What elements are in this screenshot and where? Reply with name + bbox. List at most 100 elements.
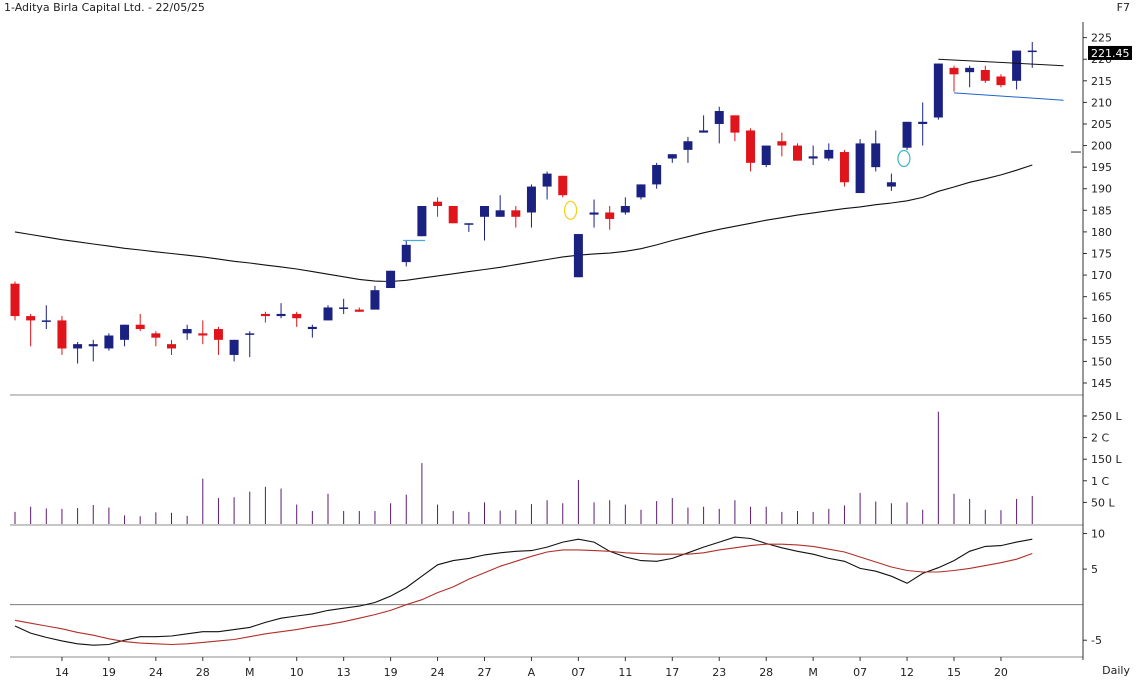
date-tick-label: 17 xyxy=(665,666,679,679)
price-tick-label: 200 xyxy=(1091,140,1112,153)
candle-body xyxy=(902,121,912,148)
volume-tick-label: 150 L xyxy=(1091,453,1122,466)
candle-body xyxy=(73,344,83,349)
date-tick-label: 14 xyxy=(55,666,69,679)
candle-body xyxy=(839,152,849,183)
candle-body xyxy=(824,149,834,159)
price-tick-label: 145 xyxy=(1091,377,1112,390)
date-tick-label: 07 xyxy=(853,666,867,679)
candle-body xyxy=(730,115,740,133)
price-tick-label: 150 xyxy=(1091,355,1112,368)
axis-layer: 1451501551601651701751801851901952002052… xyxy=(55,22,1132,679)
candle-body xyxy=(886,182,896,187)
candle-body xyxy=(417,206,427,237)
candle-body xyxy=(511,210,521,217)
period-label[interactable]: Daily xyxy=(1102,664,1130,677)
date-tick-label: M xyxy=(808,666,818,679)
date-tick-label: 19 xyxy=(384,666,398,679)
candle-body xyxy=(88,344,98,347)
candle-body xyxy=(495,210,505,217)
date-tick-label: A xyxy=(528,666,536,679)
candle-body xyxy=(667,154,677,159)
signal-line xyxy=(14,543,1033,646)
candle-body xyxy=(448,206,458,224)
date-tick-label: 27 xyxy=(478,666,492,679)
small-tick-mark xyxy=(578,248,581,251)
candle-body xyxy=(777,141,787,146)
candle-body xyxy=(464,223,474,225)
date-tick-label: M xyxy=(245,666,255,679)
price-tick-label: 160 xyxy=(1091,312,1112,325)
date-tick-label: 23 xyxy=(712,666,726,679)
candle-body xyxy=(135,324,145,330)
chart-code: F7 xyxy=(1116,1,1130,14)
candle-body xyxy=(167,344,176,349)
candle-body xyxy=(808,156,818,159)
candle-body xyxy=(871,143,881,168)
candle-body xyxy=(949,67,959,75)
candle-body xyxy=(652,164,662,185)
candle-body xyxy=(746,130,756,163)
price-tick-label: 195 xyxy=(1091,161,1112,174)
macd-tick-label: 10 xyxy=(1091,528,1105,541)
candle-body xyxy=(10,283,20,317)
price-tick-label: 170 xyxy=(1091,269,1112,282)
price-tick-label: 180 xyxy=(1091,226,1112,239)
candle-body xyxy=(229,339,239,355)
macd-line xyxy=(14,536,1033,646)
candle-body xyxy=(965,67,975,73)
price-tick-label: 210 xyxy=(1091,96,1112,109)
candle-body xyxy=(526,186,536,213)
candle-body xyxy=(245,333,255,335)
candle-body xyxy=(120,324,130,340)
date-tick-label: 24 xyxy=(149,666,163,679)
date-tick-label: 24 xyxy=(431,666,445,679)
candle-body xyxy=(198,333,208,336)
candle-body xyxy=(573,234,583,278)
candle-body xyxy=(292,313,302,319)
volume-panel xyxy=(10,411,1083,526)
support-trendline xyxy=(953,92,1064,101)
candle-body xyxy=(307,326,317,330)
candle-body xyxy=(354,309,364,312)
last-price-label: 221.45 xyxy=(1091,47,1130,60)
resistance-trendline xyxy=(938,58,1064,67)
candle-body xyxy=(620,206,630,213)
candle-body xyxy=(104,335,114,349)
candle-body xyxy=(996,76,1006,86)
candle-body xyxy=(433,201,443,206)
date-tick-label: 15 xyxy=(947,666,961,679)
price-panel xyxy=(10,41,1083,396)
date-tick-label: 11 xyxy=(618,666,632,679)
candle-body xyxy=(386,270,396,289)
candle-body xyxy=(1027,50,1037,53)
signal-marker-yellow xyxy=(563,200,578,220)
price-tick-label: 155 xyxy=(1091,334,1112,347)
candle-body xyxy=(933,63,943,118)
candle-body xyxy=(636,184,646,198)
macd-tick-label: -5 xyxy=(1091,634,1102,647)
candle-body xyxy=(558,175,568,196)
candle-body xyxy=(480,206,489,217)
price-tick-label: 205 xyxy=(1091,118,1112,131)
candle-body xyxy=(339,307,349,309)
candle-body xyxy=(761,145,771,165)
candle-body xyxy=(714,111,724,124)
candle-body xyxy=(401,244,411,263)
price-tick-label: 190 xyxy=(1091,183,1112,196)
date-tick-label: 28 xyxy=(759,666,773,679)
macd-panel xyxy=(10,536,1083,658)
price-tick-label: 165 xyxy=(1091,291,1112,304)
volume-tick-label: 250 L xyxy=(1091,410,1122,423)
candle-body xyxy=(370,290,380,310)
price-tick-label: 175 xyxy=(1091,247,1112,260)
candle-body xyxy=(1012,50,1022,81)
date-tick-label: 28 xyxy=(196,666,210,679)
volume-tick-label: 1 C xyxy=(1091,475,1109,488)
volume-tick-label: 2 C xyxy=(1091,432,1109,445)
candle-body xyxy=(26,316,36,321)
date-tick-label: 10 xyxy=(290,666,304,679)
macd-tick-label: 5 xyxy=(1091,563,1098,576)
volume-tick-label: 50 L xyxy=(1091,496,1115,509)
